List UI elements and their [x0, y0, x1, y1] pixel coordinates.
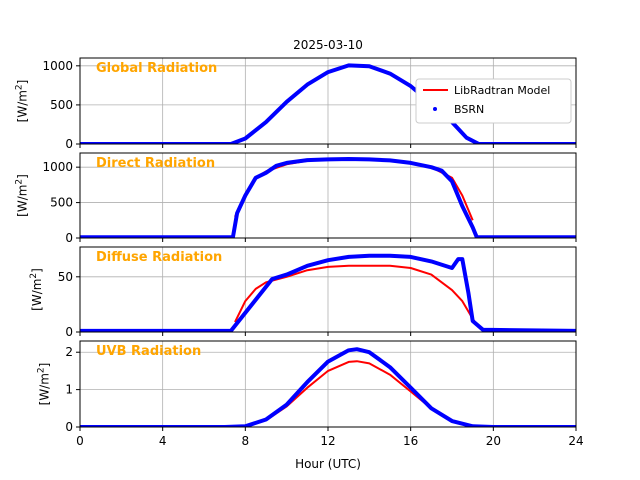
series-bsrn — [80, 347, 576, 427]
y-tick-label: 0 — [65, 420, 73, 434]
x-tick-label: 16 — [403, 434, 418, 448]
y-axis-label: [W/m2] — [14, 80, 29, 123]
panel-title: Direct Radiation — [96, 156, 215, 171]
y-axis-label: [W/m2] — [29, 268, 44, 311]
y-tick-label: 500 — [50, 98, 73, 112]
panel-2: 0 500 1000 Direct Radiation [W/m2] — [14, 152, 577, 245]
y-tick-label: 0 — [65, 137, 73, 151]
panel-title: UVB Radiation — [96, 344, 201, 359]
x-tick-label: 4 — [159, 434, 167, 448]
legend-label-model: LibRadtran Model — [454, 84, 550, 97]
x-tick-label: 0 — [76, 434, 84, 448]
x-axis-label: Hour (UTC) — [295, 457, 361, 471]
series-model — [224, 360, 494, 427]
panel-title: Global Radiation — [96, 61, 217, 76]
x-tick-label: 24 — [568, 434, 583, 448]
x-tick-label: 12 — [320, 434, 335, 448]
legend: LibRadtran Model BSRN — [415, 78, 572, 124]
y-tick-label: 500 — [50, 196, 73, 210]
y-tick-label: 1000 — [42, 160, 73, 174]
legend-marker-bsrn — [433, 107, 437, 111]
series-bsrn — [80, 63, 576, 144]
figure-title: 2025-03-10 — [293, 38, 363, 52]
series-group — [80, 347, 576, 427]
y-axis-label: [W/m2] — [37, 363, 52, 406]
series-group — [80, 253, 576, 332]
panel-4: 0 1 2 UVB Radiation [W/m2] — [37, 340, 577, 434]
legend-label-bsrn: BSRN — [454, 103, 484, 116]
x-axis: 0 4 8 12 16 20 24 — [76, 434, 583, 448]
y-axis-label: [W/m2] — [14, 174, 29, 217]
x-tick-label: 8 — [242, 434, 250, 448]
panel-3: 0 50 Diffuse Radiation [W/m2] — [29, 246, 577, 339]
series-model — [234, 264, 480, 329]
series-bsrn — [80, 157, 576, 238]
series-bsrn — [80, 253, 576, 332]
y-tick-label: 50 — [58, 270, 73, 284]
panel-title: Diffuse Radiation — [96, 250, 222, 265]
y-tick-label: 0 — [65, 325, 73, 339]
series-group — [80, 157, 576, 238]
y-tick-label: 1 — [65, 383, 73, 397]
panel-1: 0 500 1000 Global Radiation [W/m2] — [14, 57, 577, 151]
x-tick-label: 20 — [486, 434, 501, 448]
y-tick-label: 0 — [65, 231, 73, 245]
y-tick-label: 1000 — [42, 59, 73, 73]
legend-box — [415, 78, 572, 124]
y-tick-label: 2 — [65, 345, 73, 359]
